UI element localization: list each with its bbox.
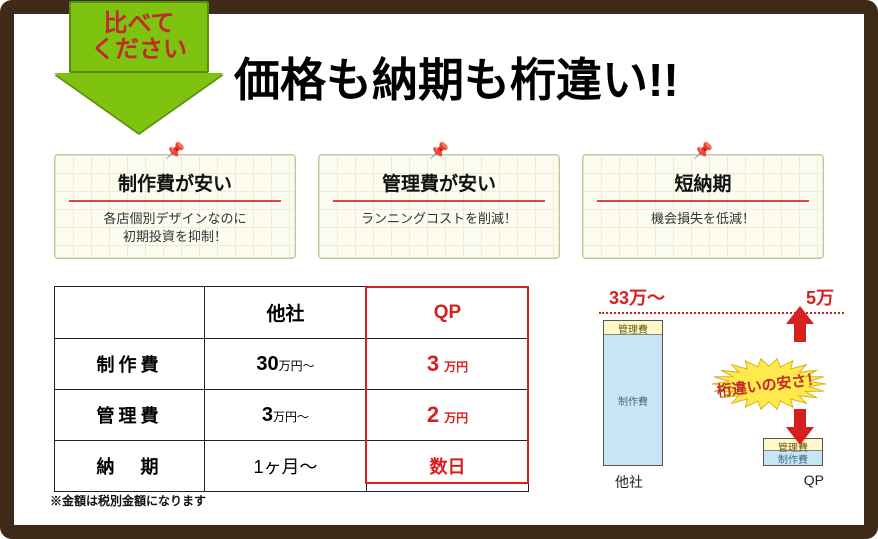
compare-callout: 比べて ください	[54, 1, 224, 151]
pricing-table: 他社 QP 制作費30万円～3 万円管理費3万円～2 万円納 期1ヶ月～数日	[54, 286, 529, 492]
bar-other: 管理費 制作費	[603, 320, 663, 466]
col-blank	[55, 287, 205, 339]
main-frame: 比べて ください 価格も納期も桁違い!! 📌 制作費が安い各店個別デザインなのに …	[0, 0, 878, 539]
table-row: 管理費3万円～2 万円	[55, 390, 529, 441]
chart-top-other: 33万～	[609, 284, 665, 310]
pricing-table-wrap: 他社 QP 制作費30万円～3 万円管理費3万円～2 万円納 期1ヶ月～数日	[54, 286, 529, 492]
table-row: 納 期1ヶ月～数日	[55, 441, 529, 492]
cell-other: 30万円～	[205, 339, 367, 390]
arrow-up-icon	[786, 306, 814, 342]
cell-qp: 数日	[367, 441, 529, 492]
callout-line2: ください	[91, 36, 187, 63]
card-title: 管理費が安い	[327, 169, 551, 196]
col-other: 他社	[205, 287, 367, 339]
col-qp: QP	[367, 287, 529, 339]
price-footnote: ※金額は税別金額になります	[50, 492, 206, 509]
starburst-badge: 桁違いの安さ！	[694, 354, 844, 414]
feature-card: 📌管理費が安いランニングコストを削減！	[318, 154, 560, 259]
callout-arrow-icon	[54, 73, 224, 133]
card-sub: 機会損失を低減！	[591, 210, 815, 228]
table-row: 制作費30万円～3 万円	[55, 339, 529, 390]
card-underline	[597, 200, 809, 202]
bar-other-mgmt: 管理費	[604, 321, 662, 335]
page-title: 価格も納期も桁違い!!	[234, 44, 679, 110]
chart-x-labels: 他社 QP	[569, 466, 854, 492]
card-sub: 各店個別デザインなのに 初期投資を抑制！	[63, 210, 287, 246]
row-label: 納 期	[55, 441, 205, 492]
card-title: 短納期	[591, 169, 815, 196]
pin-icon: 📌	[429, 141, 449, 161]
row-label: 管理費	[55, 390, 205, 441]
arrow-down-icon	[786, 409, 814, 445]
cell-other: 3万円～	[205, 390, 367, 441]
bar-other-prod: 制作費	[604, 335, 662, 465]
card-underline	[69, 200, 281, 202]
bar-qp-prod: 制作費	[764, 451, 822, 465]
pin-icon: 📌	[693, 141, 713, 161]
card-title: 制作費が安い	[63, 169, 287, 196]
card-underline	[333, 200, 545, 202]
callout-line1: 比べて	[103, 10, 174, 37]
x-qp: QP	[804, 472, 824, 492]
feature-card: 📌制作費が安い各店個別デザインなのに 初期投資を抑制！	[54, 154, 296, 259]
feature-card: 📌短納期機会損失を低減！	[582, 154, 824, 259]
feature-cards: 📌制作費が安い各店個別デザインなのに 初期投資を抑制！📌管理費が安いランニングコ…	[54, 154, 824, 259]
card-sub: ランニングコストを削減！	[327, 210, 551, 228]
x-other: 他社	[615, 472, 643, 492]
cell-qp: 3 万円	[367, 339, 529, 390]
cell-other: 1ヶ月～	[205, 441, 367, 492]
cell-qp: 2 万円	[367, 390, 529, 441]
callout-box: 比べて ください	[69, 1, 209, 73]
row-label: 制作費	[55, 339, 205, 390]
